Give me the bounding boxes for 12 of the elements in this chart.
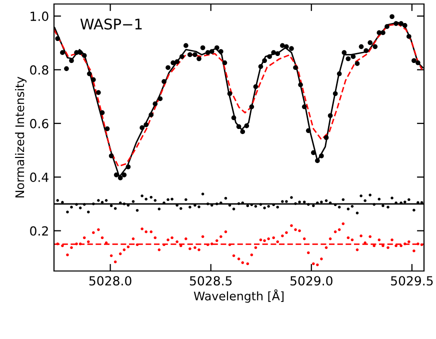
x-tick-label: 5029.5 <box>391 276 433 286</box>
annotation: WASP−1 <box>80 18 142 30</box>
y-tick-label: 0.6 <box>30 118 48 128</box>
y-tick-label: 0.4 <box>30 172 48 182</box>
x-tick-label: 5028.5 <box>190 276 232 286</box>
y-axis-title: Normalized Intensity <box>15 76 26 198</box>
y-tick-label: 0.2 <box>30 226 48 236</box>
y-tick-label: 0.8 <box>30 65 48 75</box>
x-tick-label: 5029.0 <box>290 276 332 286</box>
x-tick-label: 5028.0 <box>89 276 132 286</box>
x-axis-title: Wavelength [Å] <box>194 289 284 303</box>
y-tick-label: 1.0 <box>30 12 48 21</box>
